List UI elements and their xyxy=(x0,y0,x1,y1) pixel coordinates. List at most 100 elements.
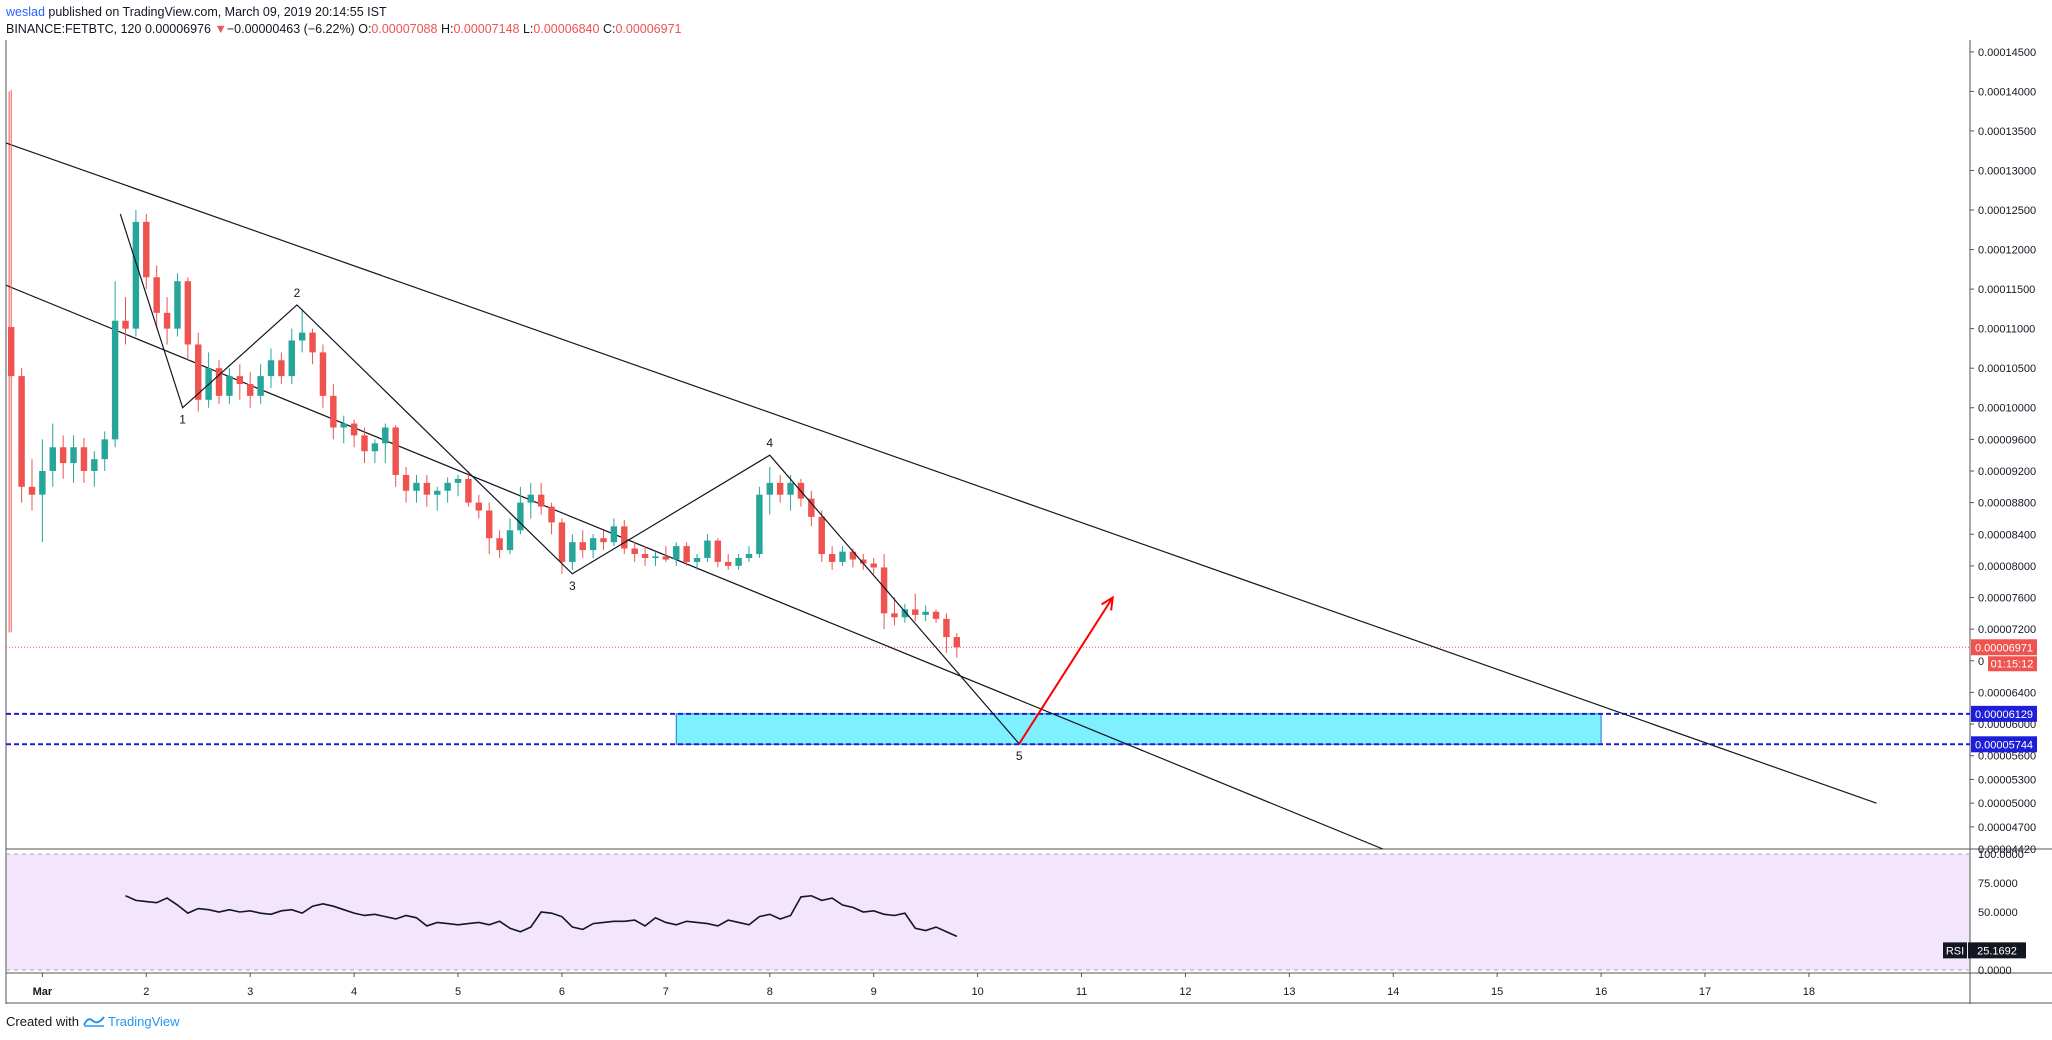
time-tick-label: 15 xyxy=(1491,986,1503,998)
last-value: 0.00006976 xyxy=(144,22,211,36)
price-tick-label: 0.00005000 xyxy=(1978,798,2036,810)
created-with-label: Created with xyxy=(6,1014,79,1029)
price-tick-label: 0.00008000 xyxy=(1978,561,2036,573)
candle-body xyxy=(454,478,462,483)
candles xyxy=(7,89,961,658)
time-tick-label: 8 xyxy=(767,986,773,998)
candle-body xyxy=(808,498,815,517)
rsi-background xyxy=(6,854,1970,970)
candle-body xyxy=(912,609,919,615)
candle-body xyxy=(932,611,940,619)
candle-body xyxy=(818,516,825,555)
candle-body xyxy=(246,384,254,396)
candle-body xyxy=(91,459,98,471)
candle-body xyxy=(485,510,493,539)
candle-body xyxy=(569,542,576,562)
time-axis[interactable]: Mar 2 3 4 5 6 7 8 9 10 11 12 13 14 15 16 17 18 xyxy=(33,973,1815,998)
price-tick-label: 0.00010500 xyxy=(1978,363,2036,375)
candle-body xyxy=(766,482,773,495)
candle-body xyxy=(652,556,659,558)
open-label: O: xyxy=(358,22,372,36)
price-tick-label: 0 xyxy=(1978,656,1984,668)
candle-body xyxy=(101,439,108,460)
price-tick-label: 0.00006400 xyxy=(1978,687,2036,699)
time-tick-label: 17 xyxy=(1699,986,1711,998)
time-tick-label: 7 xyxy=(663,986,669,998)
close-label: C: xyxy=(602,22,616,36)
time-tick-label: 13 xyxy=(1283,986,1295,998)
price-tick-label: 0.00013000 xyxy=(1978,165,2036,177)
price-tick-label: 0.00010000 xyxy=(1978,403,2036,415)
candle-body xyxy=(693,557,701,562)
candle-body xyxy=(434,490,441,495)
time-tick-label: 11 xyxy=(1076,986,1087,998)
change-value: −0.00000463 (−6.22%) xyxy=(226,22,355,36)
wave-label-4: 4 xyxy=(766,436,773,450)
zone-layer xyxy=(6,646,1970,746)
candle-body xyxy=(236,376,244,385)
candle-body xyxy=(600,538,607,543)
author-link[interactable]: weslad xyxy=(6,5,45,19)
candle-body xyxy=(319,352,327,396)
level-upper-tag-label: 0.00006129 xyxy=(1975,709,2033,721)
candle-body xyxy=(860,559,867,564)
countdown-tag xyxy=(1988,656,2037,672)
candle-body xyxy=(589,538,597,551)
footer: Created with TradingView xyxy=(6,1014,180,1029)
candle-body xyxy=(517,502,524,531)
candle-body xyxy=(423,482,431,495)
candle-body xyxy=(163,312,171,329)
candle-body xyxy=(475,502,483,511)
time-tick-label: 18 xyxy=(1803,986,1815,998)
level-lower-tag xyxy=(1971,736,2037,753)
candle-body xyxy=(132,221,140,329)
candle-body xyxy=(683,546,690,562)
candle-body xyxy=(413,482,420,491)
candle-body xyxy=(39,470,46,495)
candle-body xyxy=(330,395,337,428)
tradingview-brand-link[interactable]: TradingView xyxy=(108,1014,180,1029)
candle-body xyxy=(839,551,846,562)
candle-body xyxy=(901,609,909,618)
last-price-tag-label: 0.00006971 xyxy=(1975,642,2033,654)
price-tick-label: 0.00014500 xyxy=(1978,47,2036,59)
candle-body xyxy=(392,427,399,475)
countdown-label: 01:15:12 xyxy=(1991,658,2034,670)
rsi-tick-label: 100.0000 xyxy=(1978,849,2024,861)
candle-body xyxy=(226,376,233,396)
price-tick-label: 0.00004420 xyxy=(1978,844,2036,856)
candle-body xyxy=(828,554,836,562)
candle-body xyxy=(278,360,285,377)
candle-body xyxy=(143,221,150,278)
price-axis[interactable]: 0.00014500 0.00014000 0.00013500 0.00013000… xyxy=(1970,47,2036,856)
low-value: 0.00006840 xyxy=(533,22,600,36)
candle-body xyxy=(122,320,129,329)
candle-body xyxy=(361,435,368,452)
wave-count: 1 2 3 4 5 xyxy=(119,213,1114,763)
price-tick-label: 0.00009600 xyxy=(1978,434,2036,446)
candle-body xyxy=(849,551,857,560)
chart-frame xyxy=(5,40,2052,1004)
candle-body xyxy=(267,360,275,377)
candle-body xyxy=(756,494,763,555)
open-value: 0.00007088 xyxy=(371,22,438,36)
candle-body xyxy=(195,344,202,400)
candle-body xyxy=(537,494,545,507)
candle-body xyxy=(59,447,67,464)
candle-body xyxy=(28,486,36,495)
rsi-tick-label: 50.0000 xyxy=(1978,907,2018,919)
candle-body xyxy=(953,637,961,648)
price-tick-label: 0.00006000 xyxy=(1978,719,2036,731)
price-tick-label: 0.00005300 xyxy=(1978,774,2036,786)
publish-line: weslad published on TradingView.com, Mar… xyxy=(6,4,682,21)
rsi-tick-label: 75.0000 xyxy=(1978,878,2018,890)
price-tick-label: 0.00011500 xyxy=(1978,284,2035,296)
rsi-value-tag xyxy=(1968,942,2026,959)
time-tick-label: 14 xyxy=(1387,986,1399,998)
level-upper-tag xyxy=(1971,705,2037,722)
candle-body xyxy=(714,540,722,562)
level-lower-tag-label: 0.00005744 xyxy=(1975,739,2033,751)
price-tick-label: 0.00004700 xyxy=(1978,822,2036,834)
candle-body xyxy=(174,281,181,329)
